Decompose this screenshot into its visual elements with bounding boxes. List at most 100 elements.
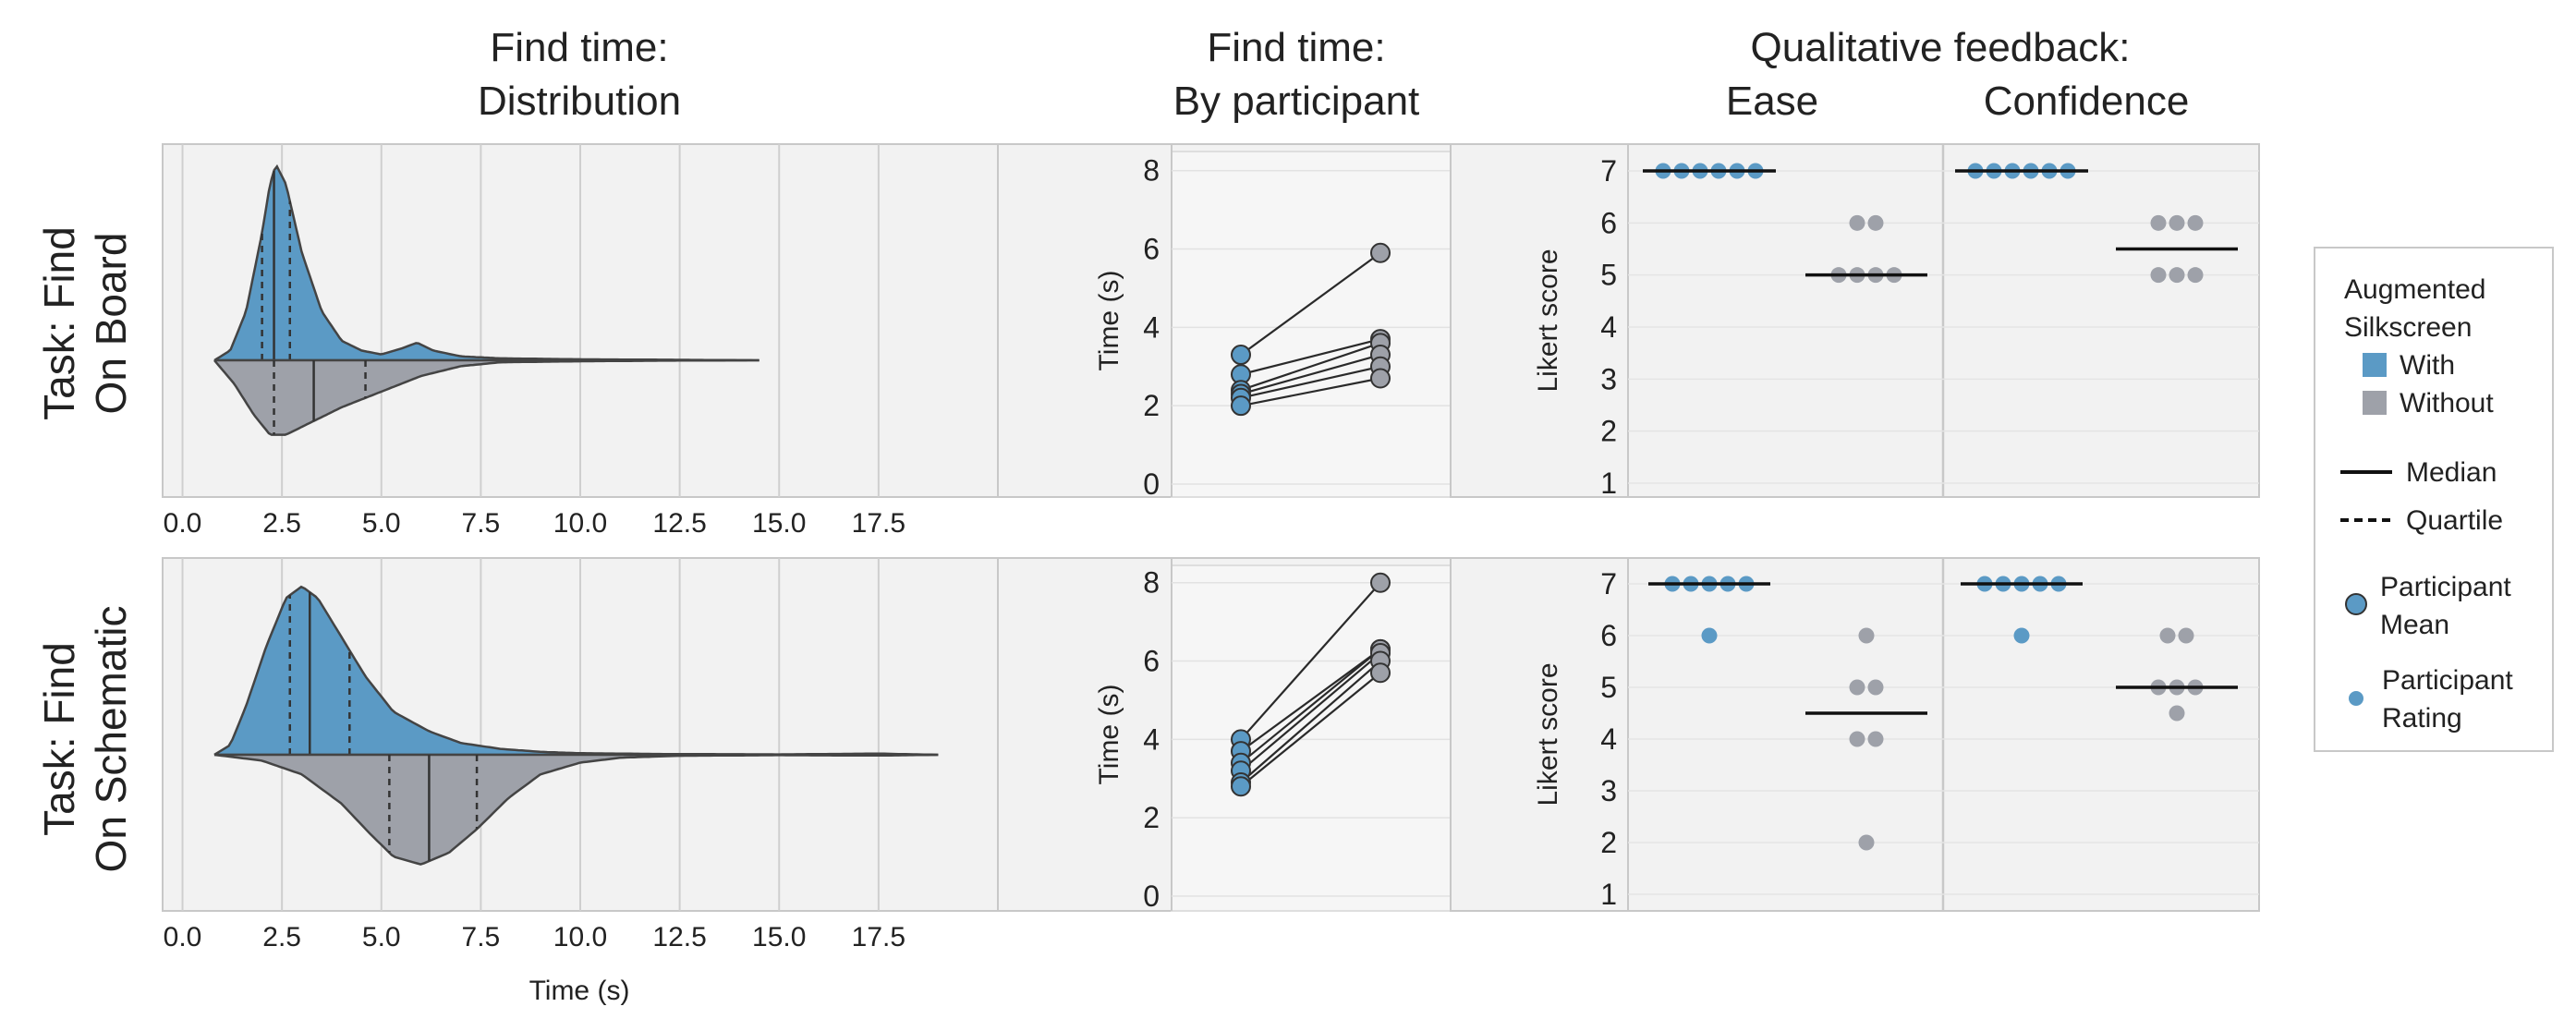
participant-inner-axes <box>1171 564 1452 912</box>
y-tick-label: 2 <box>1143 801 1160 834</box>
participant-connector <box>1240 581 1381 741</box>
legend-mean-marker <box>2345 593 2367 615</box>
y-tick-label: 2 <box>1143 389 1160 422</box>
rating-dot-without <box>2169 214 2185 231</box>
rating-dot-without <box>2187 214 2204 231</box>
participant-connector <box>1240 672 1381 788</box>
participant-connector <box>1240 648 1381 764</box>
participant-mean-with <box>1231 776 1251 797</box>
rating-dot-without <box>2187 267 2204 284</box>
y-tick-label: 1 <box>1600 467 1617 500</box>
legend-rating-line1: Participant <box>2382 665 2513 696</box>
x-tick-label: 17.5 <box>852 922 905 952</box>
y-tick-label: 4 <box>1600 722 1617 756</box>
rating-dot-without <box>2150 214 2167 231</box>
rating-dot-without <box>1849 679 1865 696</box>
violin-panel-board: 0.0 2.5 5.0 7.5 10.0 12.5 15.0 17.5 <box>162 143 999 539</box>
x-tick-label: 12.5 <box>652 922 706 952</box>
row-label-schematic-line2: On Schematic <box>87 606 135 873</box>
rating-dot-without <box>2150 267 2167 284</box>
rating-dot-with <box>2013 627 2030 644</box>
rating-dot-without <box>1858 627 1875 644</box>
y-tick-label: 8 <box>1143 154 1160 188</box>
participant-mean-without <box>1370 662 1391 684</box>
header-participant-line1: Find time: <box>1207 25 1385 70</box>
legend-median-label: Median <box>2406 457 2497 488</box>
column-headers: Find time: Distribution Find time: By pa… <box>478 25 2189 124</box>
legend-with-swatch <box>2363 353 2387 377</box>
header-confidence: Confidence <box>1984 79 2190 124</box>
participant-panel-schematic: 0 2 4 6 8 Time (s) <box>997 557 1452 913</box>
header-ease: Ease <box>1726 79 1818 124</box>
rating-dot-without <box>1867 679 1884 696</box>
legend-mean-line2: Mean <box>2380 610 2449 640</box>
violin-without-shape <box>213 358 759 436</box>
x-tick-label: 0.0 <box>164 922 202 952</box>
y-tick-label: 0 <box>1143 467 1160 501</box>
x-tick-label: 2.5 <box>262 922 301 952</box>
x-tick-label: 10.0 <box>553 508 607 539</box>
violin-panel-schematic: 0.0 2.5 5.0 7.5 10.0 12.5 15.0 17.5 <box>162 557 999 952</box>
header-distribution-line2: Distribution <box>478 79 681 124</box>
x-tick-label: 2.5 <box>262 508 301 539</box>
participant-mean-with <box>1231 395 1251 417</box>
x-axis-label-time: Time (s) <box>529 976 630 1006</box>
y-tick-label: 3 <box>1600 774 1617 807</box>
y-tick-label: 7 <box>1600 567 1617 600</box>
legend-rating-marker <box>2349 691 2363 706</box>
legend-rating-line2: Rating <box>2382 703 2462 734</box>
y-tick-label: 6 <box>1143 233 1160 266</box>
y-tick-label: 4 <box>1600 310 1617 344</box>
violin-without-shape <box>213 753 939 866</box>
y-tick-label: 8 <box>1143 566 1160 600</box>
y-tick-label: 1 <box>1600 878 1617 911</box>
y-tick-label: 0 <box>1143 879 1160 913</box>
legend-without-swatch <box>2363 391 2387 415</box>
y-axis-label: Time (s) <box>1094 271 1124 371</box>
row-labels: Task: Find On Board Task: Find On Schema… <box>35 226 135 872</box>
x-tick-label: 5.0 <box>362 922 401 952</box>
participant-connector <box>1240 251 1381 356</box>
y-tick-label: 4 <box>1143 310 1160 344</box>
rating-dot-without <box>1849 214 1865 231</box>
x-tick-label: 5.0 <box>362 508 401 539</box>
legend-title-line1: Augmented <box>2344 274 2485 305</box>
participant-connector <box>1240 377 1381 407</box>
y-tick-label: 6 <box>1600 619 1617 652</box>
y-tick-label: 2 <box>1600 415 1617 448</box>
header-participant-line2: By participant <box>1173 79 1420 124</box>
y-tick-label: 7 <box>1600 154 1617 188</box>
rating-dot-with <box>1701 627 1718 644</box>
likert-panel-background <box>1450 143 2260 498</box>
header-qualitative: Qualitative feedback: <box>1751 25 2131 70</box>
y-tick-label: 6 <box>1600 206 1617 239</box>
likert-panel-board: 1 2 3 4 5 6 7 Likert score <box>1450 143 2260 500</box>
legend-quartile-label: Quartile <box>2406 505 2503 536</box>
rating-dot-without <box>2169 705 2185 722</box>
header-distribution-line1: Find time: <box>490 25 668 70</box>
y-tick-label: 2 <box>1600 826 1617 859</box>
rating-dot-without <box>2159 627 2176 644</box>
x-tick-label: 0.0 <box>164 508 202 539</box>
y-axis-label: Time (s) <box>1094 685 1124 785</box>
participant-connector <box>1240 648 1381 752</box>
y-tick-label: 4 <box>1143 722 1160 756</box>
row-label-schematic-line1: Task: Find <box>35 642 83 836</box>
row-label-board-line2: On Board <box>87 233 135 415</box>
participant-mean-with <box>1231 345 1251 366</box>
x-tick-label: 7.5 <box>462 922 501 952</box>
rating-dot-without <box>2169 267 2185 284</box>
rating-dot-without <box>1858 834 1875 851</box>
row-label-board-line1: Task: Find <box>35 226 83 420</box>
participant-connector <box>1240 353 1381 395</box>
rating-dot-without <box>1867 214 1884 231</box>
rating-dot-without <box>1849 731 1865 747</box>
likert-panel-schematic: 1 2 3 4 5 6 7 Likert score <box>1450 557 2260 912</box>
y-tick-label: 3 <box>1600 362 1617 395</box>
legend-without-label: Without <box>2400 388 2494 418</box>
x-tick-label: 17.5 <box>852 508 905 539</box>
y-tick-label: 5 <box>1600 259 1617 292</box>
x-tick-label: 7.5 <box>462 508 501 539</box>
rating-dot-without <box>1867 731 1884 747</box>
legend-mean-line1: Participant <box>2380 572 2511 602</box>
